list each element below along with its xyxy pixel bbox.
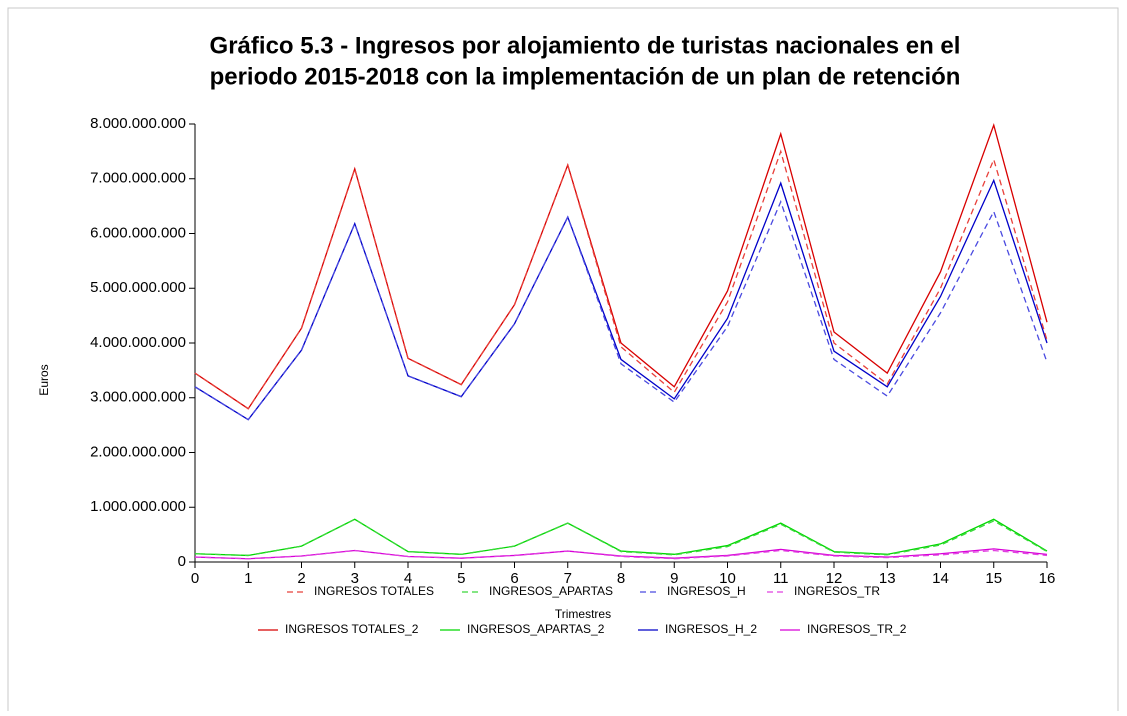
x-tick-label: 1: [244, 570, 252, 587]
y-tick-label: 1.000.000.000: [90, 498, 186, 515]
y-tick-label: 7.000.000.000: [90, 170, 186, 187]
series-line: [194, 549, 1048, 560]
x-tick-label: 5: [457, 570, 465, 587]
x-tick-label: 16: [1039, 570, 1056, 587]
x-tick-label: 7: [564, 570, 572, 587]
legend-label: INGRESOS TOTALES: [314, 584, 434, 598]
y-tick-label: 2.000.000.000: [90, 443, 186, 460]
x-tick-label: 10: [719, 570, 736, 587]
legend-label: INGRESOS_TR_2: [807, 622, 907, 636]
legend-label: INGRESOS_APARTAS_2: [467, 622, 605, 636]
y-tick-label: 6.000.000.000: [90, 224, 186, 241]
x-tick-label: 0: [191, 570, 199, 587]
legend-label: INGRESOS_APARTAS: [489, 584, 613, 598]
x-axis-label: Trimestres: [555, 607, 611, 621]
x-tick-label: 9: [670, 570, 678, 587]
series-line: [194, 199, 1048, 421]
legend-label: INGRESOS_TR: [794, 584, 880, 598]
y-tick-label: 3.000.000.000: [90, 389, 186, 406]
chart-title: Gráfico 5.3 - Ingresos por alojamiento d…: [210, 32, 961, 59]
x-tick-label: 6: [510, 570, 518, 587]
x-tick-label: 11: [773, 570, 789, 587]
x-tick-label: 2: [297, 570, 305, 587]
x-tick-label: 4: [404, 570, 412, 587]
series-line: [194, 518, 1048, 557]
legend-label: INGRESOS_H: [667, 584, 746, 598]
frame: [7, 7, 1119, 711]
x-tick-label: 14: [932, 570, 949, 587]
legend-label: INGRESOS_H_2: [665, 622, 757, 636]
legend-label: INGRESOS TOTALES_2: [285, 622, 419, 636]
x-tick-label: 3: [351, 570, 359, 587]
y-tick-label: 4.000.000.000: [90, 334, 186, 351]
x-tick-label: 12: [826, 570, 843, 587]
series-line: [194, 149, 1048, 410]
y-axis-label: Euros: [37, 364, 51, 395]
y-tick-label: 8.000.000.000: [90, 115, 186, 132]
x-tick-label: 8: [617, 570, 625, 587]
x-tick-label: 15: [985, 570, 1002, 587]
chart-title: periodo 2015-2018 con la implementación …: [210, 63, 961, 90]
y-tick-label: 5.000.000.000: [90, 279, 186, 296]
y-tick-label: 0: [178, 553, 186, 570]
x-tick-label: 13: [879, 570, 896, 587]
